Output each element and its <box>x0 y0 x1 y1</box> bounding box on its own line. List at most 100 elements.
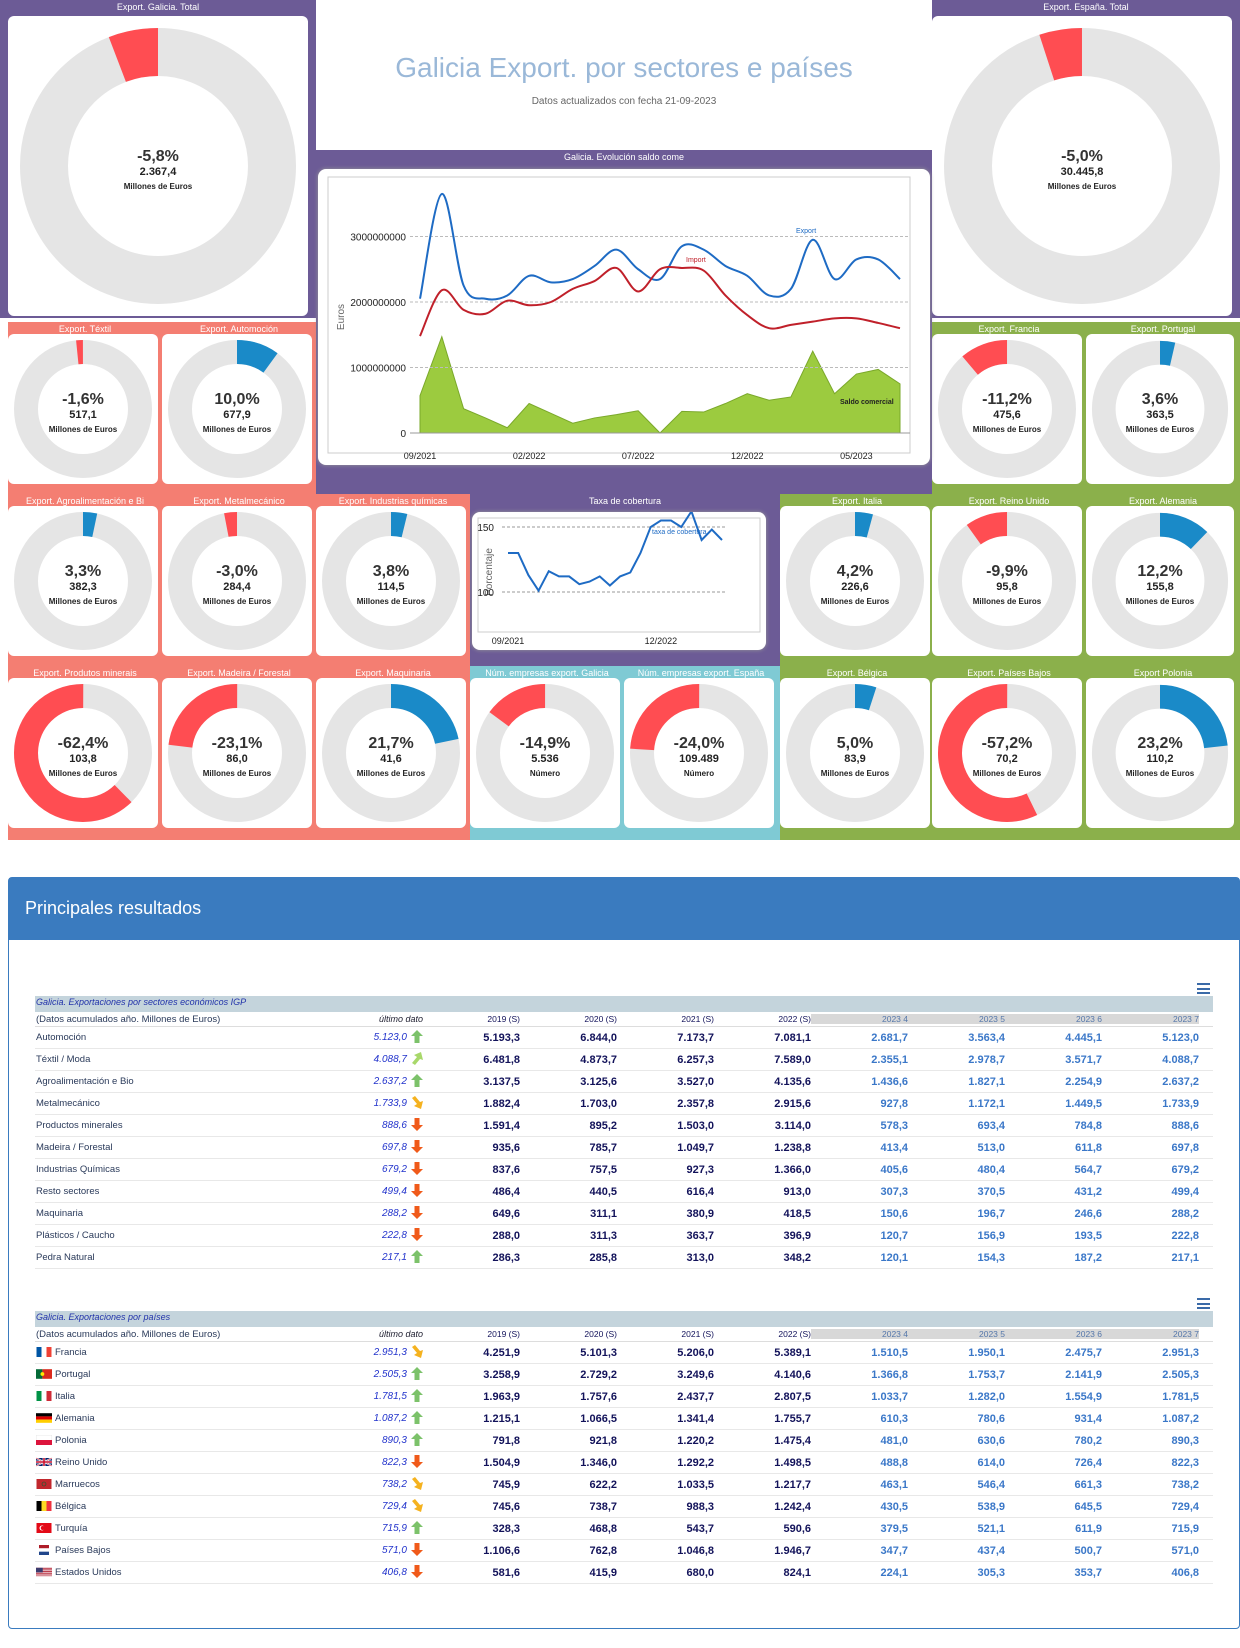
table-row[interactable]: Turquía 715,9 328,3 468,8 543,7 590,6 379,5 521… <box>35 1518 1213 1540</box>
cell-year: 396,9 <box>783 1229 811 1242</box>
table-row[interactable]: Maquinaria 288,2 649,6 311,1 380,9 418,5 150,6… <box>35 1203 1213 1225</box>
col-header-month[interactable]: 2023 5 <box>908 1014 1005 1024</box>
col-header-month[interactable]: 2023 4 <box>811 1014 908 1024</box>
donut-card-madeira[interactable]: -23,1% 86,0 Millones de Euros <box>162 678 312 828</box>
table-row[interactable]: Alemania 1.087,2 1.215,1 1.066,5 1.341,4 1.75… <box>35 1408 1213 1430</box>
table-row[interactable]: Metalmecánico 1.733,9 1.882,4 1.703,0 2.357,… <box>35 1093 1213 1115</box>
donut-card-belgica[interactable]: 5,0% 83,9 Millones de Euros <box>780 678 930 828</box>
table-row[interactable]: Francia 2.951,3 4.251,9 5.101,3 5.206,0 5.389… <box>35 1342 1213 1364</box>
table-row[interactable]: Industrias Químicas 679,2 837,6 757,5 927,3 1… <box>35 1159 1213 1181</box>
col-header-year[interactable]: 2022 (S) <box>778 1329 811 1339</box>
table-row[interactable]: Portugal 2.505,3 3.258,9 2.729,2 3.249,6 4.14… <box>35 1364 1213 1386</box>
donut-percent: -9,9% <box>986 563 1028 580</box>
row-label: Automoción <box>35 1032 275 1043</box>
cell-year: 415,9 <box>589 1566 617 1579</box>
donut-value: 86,0 <box>226 753 248 765</box>
cell-year: 1.366,0 <box>774 1163 811 1176</box>
cell-month: 614,0 <box>977 1456 1005 1469</box>
cell-month: 611,9 <box>1075 1522 1102 1535</box>
donut-percent: -1,6% <box>62 391 104 408</box>
donut-card-galicia-total[interactable]: -5,8% 2.367,4 Millones de Euros <box>8 16 308 316</box>
col-header-last[interactable]: último dato <box>378 1329 423 1339</box>
col-header-month[interactable]: 2023 7 <box>1102 1014 1199 1024</box>
table-row[interactable]: Naval118,5263,4350,6566,7110,598,6102,21… <box>35 1269 1213 1272</box>
donut-card-alemania[interactable]: 12,2% 155,8 Millones de Euros <box>1086 506 1234 656</box>
cell-month: 1.950,1 <box>968 1346 1005 1359</box>
trend-up-arrow-icon <box>407 1520 423 1537</box>
cell-year: 1.292,2 <box>677 1456 714 1469</box>
table-row[interactable]: Países Bajos 571,0 1.106,6 762,8 1.046,8 1.94… <box>35 1540 1213 1562</box>
col-header-year[interactable]: 2022 (S) <box>778 1014 811 1024</box>
donut-card-italia[interactable]: 4,2% 226,6 Millones de Euros <box>780 506 930 656</box>
cell-year: 1.341,4 <box>677 1412 714 1425</box>
col-header-year[interactable]: 2020 (S) <box>584 1014 617 1024</box>
col-header-month[interactable]: 2023 5 <box>908 1329 1005 1339</box>
col-header-year[interactable]: 2021 (S) <box>681 1329 714 1339</box>
sectors-table: Galicia. Exportaciones por sectores econ… <box>35 996 1213 1272</box>
donut-card-francia[interactable]: -11,2% 475,6 Millones de Euros <box>932 334 1082 484</box>
table-row[interactable]: Grecia332,6370,4376,5438,3673,1183,9233,… <box>35 1584 1213 1587</box>
donut-card-automocion[interactable]: 10,0% 677,9 Millones de Euros <box>162 334 312 484</box>
donut-card-metal[interactable]: -3,0% 284,4 Millones de Euros <box>162 506 312 656</box>
cell-year: 3.137,5 <box>483 1075 520 1088</box>
table-row[interactable]: Resto sectores 499,4 486,4 440,5 616,4 913,0 3… <box>35 1181 1213 1203</box>
cell-last: 571,0 <box>275 1542 423 1559</box>
table-row[interactable]: Polonia 890,3 791,8 921,8 1.220,2 1.475,4 481,… <box>35 1430 1213 1452</box>
donut-card-reinounido[interactable]: -9,9% 95,8 Millones de Euros <box>932 506 1082 656</box>
flag-it-icon <box>36 1391 55 1402</box>
table-row[interactable]: Téxtil / Moda 4.088,7 6.481,8 4.873,7 6.257,… <box>35 1049 1213 1071</box>
donut-title-text: Export. Alemania <box>1128 496 1198 506</box>
sectors-table-menu-icon[interactable] <box>1197 983 1210 994</box>
donut-value: 95,8 <box>996 581 1018 593</box>
donut-value: 363,5 <box>1146 409 1174 421</box>
trend-down-arrow-icon <box>407 1542 423 1559</box>
table-row[interactable]: Marruecos 738,2 745,9 622,2 1.033,5 1.217,7 46… <box>35 1474 1213 1496</box>
table-row[interactable]: Estados Unidos 406,8 581,6 415,9 680,0 824,1 2… <box>35 1562 1213 1584</box>
donut-card-polonia[interactable]: 23,2% 110,2 Millones de Euros <box>1086 678 1234 828</box>
col-header-last[interactable]: último dato <box>378 1014 423 1024</box>
donut-card-minerais[interactable]: -62,4% 103,8 Millones de Euros <box>8 678 158 828</box>
col-header-month[interactable]: 2023 7 <box>1102 1329 1199 1339</box>
col-header-year[interactable]: 2019 (S) <box>487 1329 520 1339</box>
table-row[interactable]: Pedra Natural 217,1 286,3 285,8 313,0 348,2 12… <box>35 1247 1213 1269</box>
donut-card-textil[interactable]: -1,6% 517,1 Millones de Euros <box>8 334 158 484</box>
col-header-month[interactable]: 2023 6 <box>1005 1329 1102 1339</box>
col-header-year[interactable]: 2020 (S) <box>584 1329 617 1339</box>
donut-emp-galicia <box>476 684 614 822</box>
col-header-year[interactable]: 2019 (S) <box>487 1014 520 1024</box>
cell-month: 1.781,5 <box>1162 1390 1199 1403</box>
donut-card-portugal[interactable]: 3,6% 363,5 Millones de Euros <box>1086 334 1234 484</box>
table-row[interactable]: Madeira / Forestal 697,8 935,6 785,7 1.049,7… <box>35 1137 1213 1159</box>
cobertura-xtick: 12/2022 <box>645 636 678 646</box>
table-row[interactable]: Automoción 5.123,0 5.193,3 6.844,0 7.173,7 7.… <box>35 1027 1213 1049</box>
table-row[interactable]: Agroalimentación e Bio 2.637,2 3.137,5 3.12… <box>35 1071 1213 1093</box>
cell-last-value: 822,3 <box>381 1457 407 1468</box>
countries-table-menu-icon[interactable] <box>1197 1298 1210 1309</box>
donut-card-emp-espana[interactable]: -24,0% 109.489 Número <box>624 678 774 828</box>
trend-down-arrow-icon <box>407 1454 423 1471</box>
table-row[interactable]: Italia 1.781,5 1.963,9 1.757,6 2.437,7 2.807,… <box>35 1386 1213 1408</box>
donut-percent: -14,9% <box>519 735 571 752</box>
donut-percent: 5,0% <box>836 735 874 752</box>
donut-card-agro[interactable]: 3,3% 382,3 Millones de Euros <box>8 506 158 656</box>
col-header-month[interactable]: 2023 4 <box>811 1329 908 1339</box>
donut-card-quimicas[interactable]: 3,8% 114,5 Millones de Euros <box>316 506 466 656</box>
cell-month: 611,8 <box>1075 1141 1102 1154</box>
table-row[interactable]: Bélgica 729,4 745,6 738,7 988,3 1.242,4 430,5 5… <box>35 1496 1213 1518</box>
table-row[interactable]: Productos minerales 888,6 1.591,4 895,2 1.50… <box>35 1115 1213 1137</box>
cell-month: 370,5 <box>977 1185 1005 1198</box>
cell-last-value: 715,9 <box>381 1523 407 1534</box>
table-row[interactable]: Plásticos / Caucho 222,8 288,0 311,3 363,7 39… <box>35 1225 1213 1247</box>
donut-card-espana-total[interactable]: -5,0% 30.445,8 Millones de Euros <box>932 16 1232 316</box>
row-name: Francia <box>55 1347 87 1358</box>
donut-value-arc <box>14 512 152 650</box>
col-header-month[interactable]: 2023 6 <box>1005 1014 1102 1024</box>
donut-card-maquinaria[interactable]: 21,7% 41,6 Millones de Euros <box>316 678 466 828</box>
cell-last: 2.637,2 <box>275 1073 423 1090</box>
donut-card-paisesbajos[interactable]: -57,2% 70,2 Millones de Euros <box>932 678 1082 828</box>
row-name: Pedra Natural <box>36 1252 95 1263</box>
col-header-year[interactable]: 2021 (S) <box>681 1014 714 1024</box>
cell-month: 5.123,0 <box>1162 1031 1199 1044</box>
table-row[interactable]: Reino Unido 822,3 1.504,9 1.346,0 1.292,2 1.4… <box>35 1452 1213 1474</box>
donut-card-emp-galicia[interactable]: -14,9% 5.536 Número <box>470 678 620 828</box>
